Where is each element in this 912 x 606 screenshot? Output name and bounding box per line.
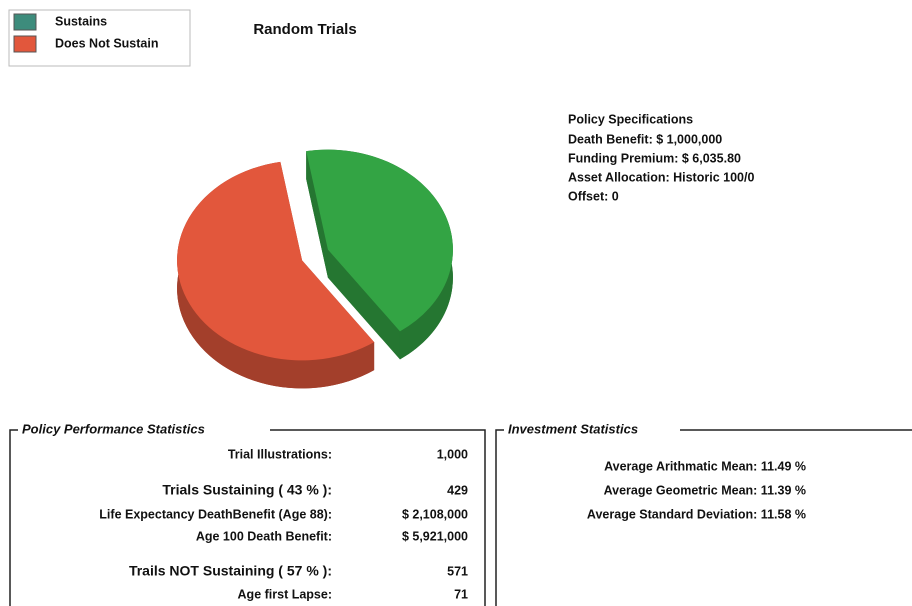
legend-label: Sustains xyxy=(55,14,107,28)
spec-line: Funding Premium: $ 6,035.80 xyxy=(568,151,741,165)
policy-specifications: Policy Specifications Death Benefit: $ 1,… xyxy=(568,112,754,203)
stat-label: Age 100 Death Benefit: xyxy=(196,529,332,543)
investment-panel: Investment Statistics Average Arithmatic… xyxy=(495,421,912,606)
stat-value: 429 xyxy=(447,483,468,497)
spec-title: Policy Specifications xyxy=(568,112,693,126)
panel-title-bg xyxy=(18,422,270,438)
legend-swatch xyxy=(13,35,37,53)
panel-title: Investment Statistics xyxy=(508,421,638,436)
stat-value: $ 5,921,000 xyxy=(402,529,468,543)
performance-panel: Policy Performance Statistics Trial Illu… xyxy=(9,421,486,606)
spec-line: Asset Allocation: Historic 100/0 xyxy=(568,170,754,184)
stat-label: Trials Sustaining ( 43 % ): xyxy=(162,482,332,498)
slice-side xyxy=(177,161,375,389)
invest-line: Average Standard Deviation: 11.58 % xyxy=(587,507,806,521)
stat-value: 1,000 xyxy=(437,447,468,461)
stat-label: Life Expectancy DeathBenefit (Age 88): xyxy=(99,507,332,521)
slice xyxy=(177,161,375,361)
slice-edge xyxy=(306,151,328,278)
invest-line: Average Geometric Mean: 11.39 % xyxy=(604,483,806,497)
spec-line: Death Benefit: $ 1,000,000 xyxy=(568,132,722,146)
invest-line: Average Arithmatic Mean: 11.49 % xyxy=(604,459,806,473)
stat-value: $ 2,108,000 xyxy=(402,507,468,521)
stat-label: Trial Illustrations: xyxy=(228,447,332,461)
legend-swatch xyxy=(13,13,37,31)
slice xyxy=(306,149,453,332)
legend-label: Does Not Sustain xyxy=(55,36,159,50)
panel-title: Policy Performance Statistics xyxy=(22,421,205,436)
stat-label: Age first Lapse: xyxy=(238,587,332,601)
stat-label: Trails NOT Sustaining ( 57 % ): xyxy=(129,563,332,579)
panel-border xyxy=(495,429,912,606)
legend-box xyxy=(8,9,191,67)
slice-edge xyxy=(327,249,400,360)
stat-value: 71 xyxy=(454,587,468,601)
spec-line: Offset: 0 xyxy=(568,189,619,203)
chart-title: Random Trials xyxy=(253,21,356,38)
stat-value: 571 xyxy=(447,564,468,578)
panel-title-bg xyxy=(504,422,680,438)
